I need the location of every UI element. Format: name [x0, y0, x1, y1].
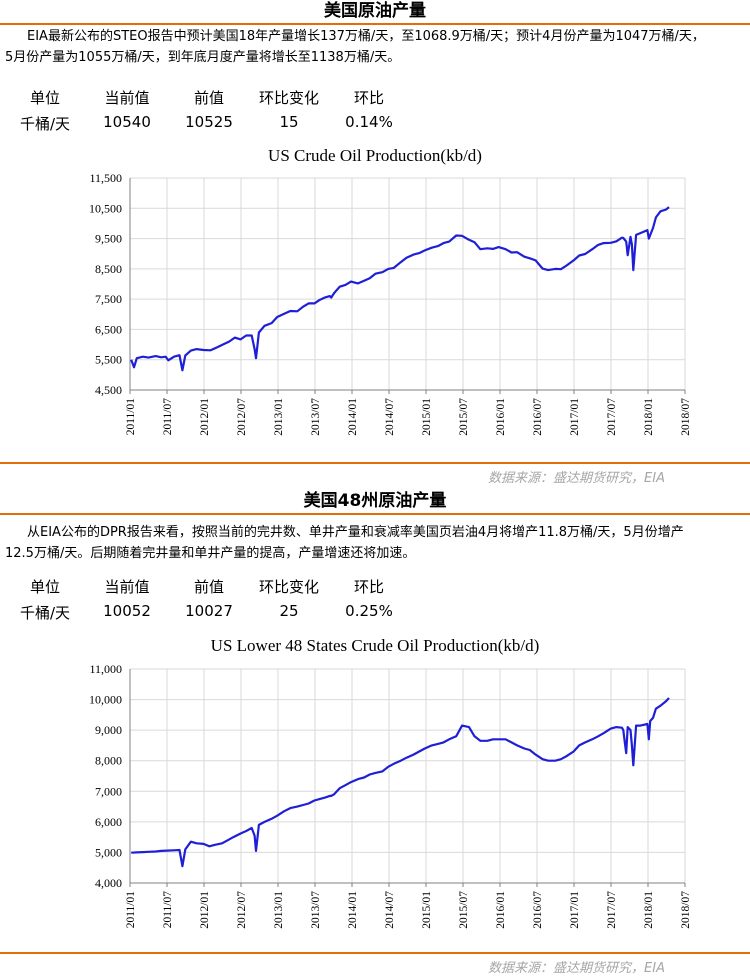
x-tick-label: 2011/01 [125, 891, 137, 929]
y-tick-label: 7,000 [95, 784, 122, 798]
section-2-desc-line-2: 12.5万桶/天。后期随着完井量和单井产量的提高，产量增速还将加速。 [5, 546, 416, 561]
stats-header-previous: 前值 [193, 578, 224, 596]
x-tick-label: 2011/07 [162, 891, 174, 929]
section-2-source-note: 数据来源：盛达期货研究，EIA [488, 961, 665, 976]
x-tick-label: 2015/01 [421, 891, 433, 929]
section-1-desc-line-2: 5月份产量为1055万桶/天，到年底月度产量将增长至1138万桶/天。 [5, 50, 401, 65]
x-tick-label: 2017/01 [569, 398, 581, 436]
x-tick-label: 2016/07 [532, 398, 544, 436]
stats-value-previous: 10525 [185, 113, 233, 131]
stats-value-pct: 0.14% [345, 113, 393, 131]
x-tick-label: 2014/07 [384, 398, 396, 436]
x-tick-label: 2014/07 [384, 891, 396, 929]
x-tick-label: 2016/01 [495, 398, 507, 436]
y-tick-label: 10,000 [89, 693, 122, 707]
x-tick-label: 2013/07 [310, 891, 322, 929]
x-tick-label: 2013/01 [273, 398, 285, 436]
section-1-title: 美国原油产量 [324, 1, 426, 21]
x-tick-label: 2017/07 [606, 398, 618, 436]
section-1-desc-line-1: EIA最新公布的STEO报告中预计美国18年产量增长137万桶/天，至1068.… [27, 29, 705, 44]
y-tick-label: 4,500 [95, 383, 122, 397]
chart-1-us-crude-production: 4,500 5,500 6,500 7,500 8,500 9,500 10,500 11,5… [89, 171, 692, 436]
chart-1-title: US Crude Oil Production(kb/d) [268, 146, 482, 165]
stats-header-previous: 前值 [193, 89, 224, 107]
section-2-bottom-rule [0, 952, 750, 954]
x-tick-label: 2012/07 [236, 891, 248, 929]
stats-header-change: 环比变化 [258, 89, 319, 107]
section-1-bottom-rule [0, 462, 750, 464]
x-tick-label: 2016/07 [532, 891, 544, 929]
y-tick-label: 9,500 [95, 232, 122, 246]
section-2-title: 美国48州原油产量 [303, 491, 447, 511]
chart-2-us-lower48-production: 4,000 5,000 6,000 7,000 8,000 9,000 10,000 11,0… [89, 662, 692, 929]
y-tick-label: 6,500 [95, 322, 122, 336]
x-tick-label: 2012/01 [199, 398, 211, 436]
x-tick-label: 2013/01 [273, 891, 285, 929]
x-tick-label: 2018/07 [680, 891, 692, 929]
section-1-source-note: 数据来源：盛达期货研究，EIA [488, 471, 665, 486]
stats-header-row: 单位 当前值 前值 环比变化 环比 [0, 576, 750, 602]
y-tick-label: 8,000 [95, 754, 122, 768]
section-1-description: EIA最新公布的STEO报告中预计美国18年产量增长137万桶/天，至1068.… [5, 26, 745, 68]
x-tick-label: 2014/01 [347, 891, 359, 929]
x-tick-label: 2014/01 [347, 398, 359, 436]
stats-value-previous: 10027 [185, 602, 233, 620]
section-2-desc-line-1: 从EIA公布的DPR报告来看，按照当前的完井数、单井产量和衰减率美国页岩油4月将… [27, 525, 684, 540]
stats-header-row: 单位 当前值 前值 环比变化 环比 [0, 87, 750, 113]
stats-value-current: 10052 [103, 602, 151, 620]
section-2-description: 从EIA公布的DPR报告来看，按照当前的完井数、单井产量和衰减率美国页岩油4月将… [5, 522, 745, 564]
stats-header-current: 当前值 [104, 89, 150, 107]
y-tick-label: 5,500 [95, 353, 122, 367]
y-tick-label: 10,500 [89, 201, 122, 215]
y-tick-label: 8,500 [95, 262, 122, 276]
x-tick-label: 2012/01 [199, 891, 211, 929]
x-tick-label: 2016/01 [495, 891, 507, 929]
stats-value-pct: 0.25% [345, 602, 393, 620]
stats-value-change: 15 [279, 113, 299, 131]
series-line [130, 206, 670, 372]
section-1-title-rule [0, 23, 750, 25]
stats-value-unit: 千桶/天 [19, 604, 71, 622]
stats-value-row: 千桶/天 10052 10027 25 0.25% [0, 602, 750, 628]
x-tick-label: 2017/01 [569, 891, 581, 929]
y-tick-label: 9,000 [95, 723, 122, 737]
stats-header-current: 当前值 [104, 578, 150, 596]
stats-header-unit: 单位 [29, 89, 60, 107]
stats-header-pct: 环比 [353, 89, 384, 107]
y-tick-label: 6,000 [95, 815, 122, 829]
y-tick-label: 5,000 [95, 845, 122, 859]
x-tick-label: 2011/01 [125, 398, 137, 436]
stats-header-change: 环比变化 [258, 578, 319, 596]
stats-value-change: 25 [279, 602, 299, 620]
x-tick-label: 2012/07 [236, 398, 248, 436]
section-2-stats-table: 单位 当前值 前值 环比变化 环比 千桶/天 10052 10027 25 0.… [0, 576, 750, 628]
y-tick-label: 4,000 [95, 876, 122, 890]
y-tick-label: 7,500 [95, 292, 122, 306]
x-tick-label: 2017/07 [606, 891, 618, 929]
series-line [131, 697, 670, 868]
x-tick-label: 2015/01 [421, 398, 433, 436]
x-tick-label: 2015/07 [458, 398, 470, 436]
stats-header-pct: 环比 [353, 578, 384, 596]
y-tick-label: 11,000 [89, 662, 122, 676]
section-1-stats-table: 单位 当前值 前值 环比变化 环比 千桶/天 10540 10525 15 0.… [0, 87, 750, 139]
stats-value-unit: 千桶/天 [19, 115, 71, 133]
x-tick-label: 2018/01 [643, 891, 655, 929]
x-tick-label: 2013/07 [310, 398, 322, 436]
section-2-title-rule [0, 513, 750, 515]
stats-value-row: 千桶/天 10540 10525 15 0.14% [0, 113, 750, 139]
x-tick-label: 2018/01 [643, 398, 655, 436]
stats-header-unit: 单位 [29, 578, 60, 596]
stats-value-current: 10540 [103, 113, 151, 131]
x-tick-label: 2018/07 [680, 398, 692, 436]
chart-2-title: US Lower 48 States Crude Oil Production(… [210, 636, 540, 655]
x-tick-label: 2011/07 [162, 398, 174, 436]
x-tick-label: 2015/07 [458, 891, 470, 929]
y-tick-label: 11,500 [89, 171, 122, 185]
